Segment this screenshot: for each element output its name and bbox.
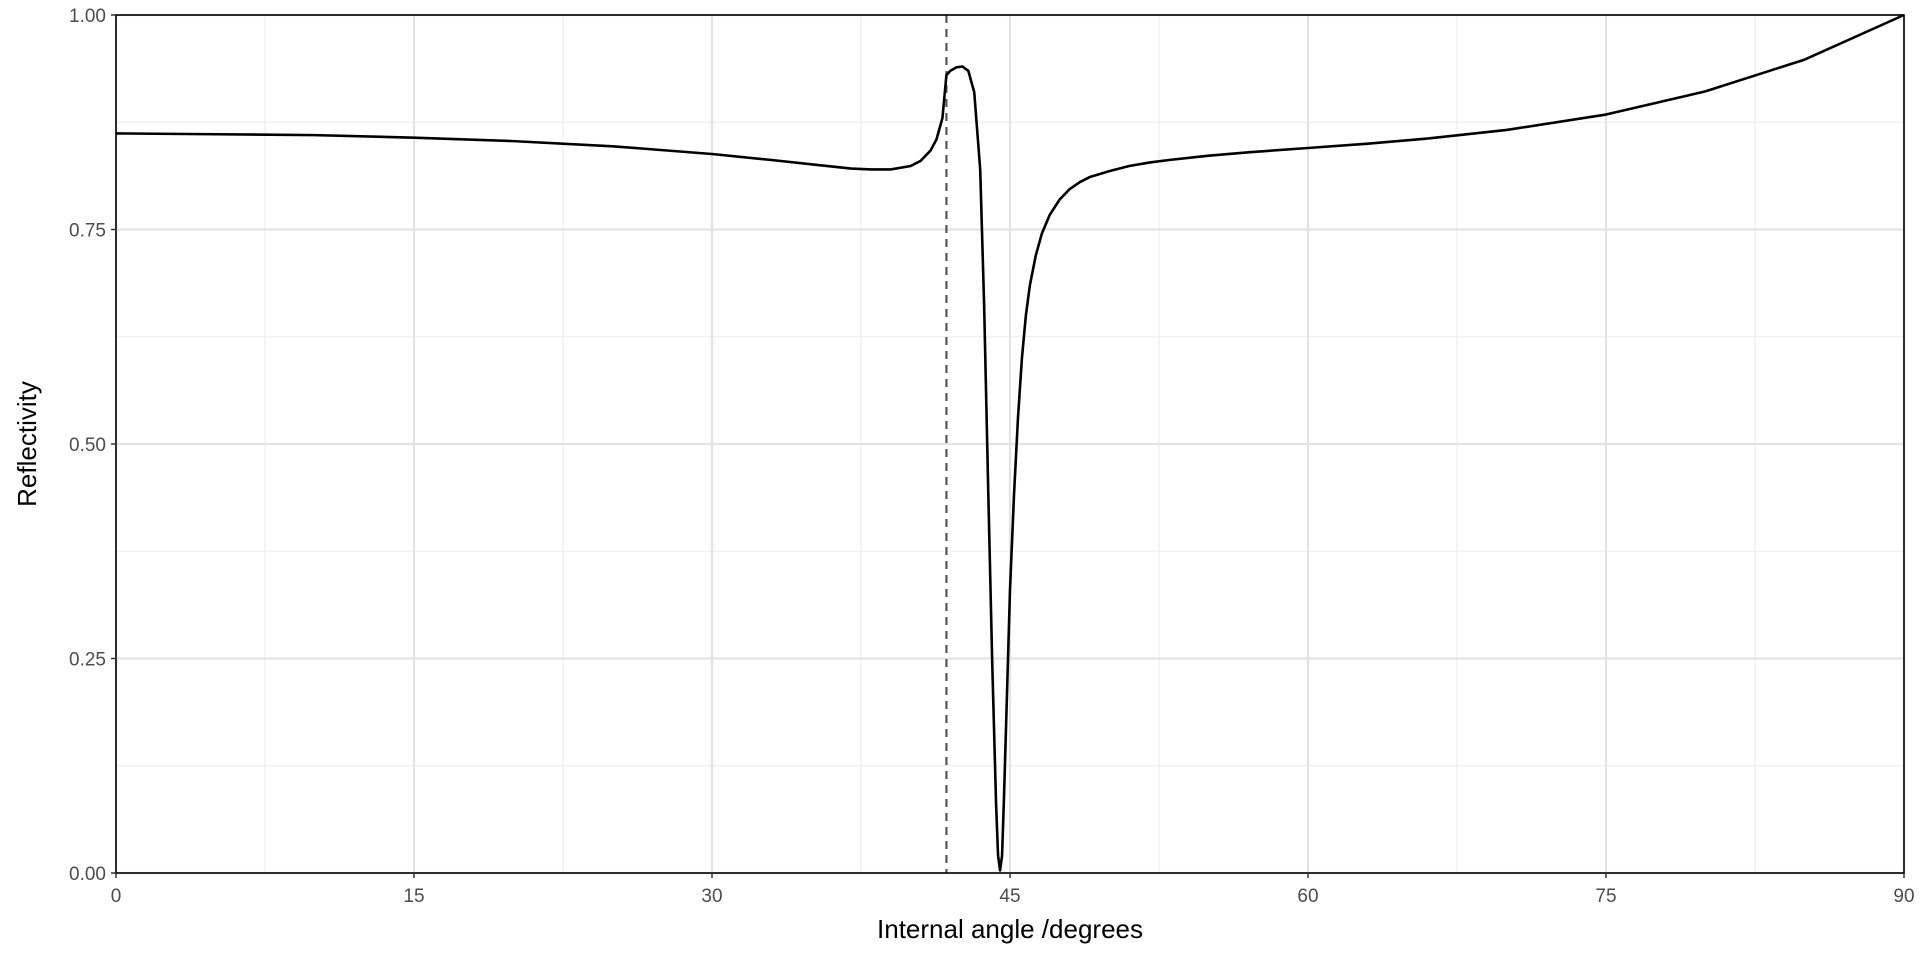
y-tick-label: 0.75 xyxy=(69,221,106,242)
x-tick-label: 90 xyxy=(1893,886,1914,907)
x-tick-label: 45 xyxy=(999,886,1020,907)
y-axis-title: Reflectivity xyxy=(12,381,42,507)
x-tick-label: 60 xyxy=(1297,886,1318,907)
reflectivity-series-line xyxy=(115,13,1905,872)
grid xyxy=(114,13,1906,875)
y-tick-label: 1.00 xyxy=(69,6,106,27)
x-tick-label: 75 xyxy=(1595,886,1616,907)
y-tick-label: 0.50 xyxy=(69,435,106,456)
y-axis-ticks: 0.00 0.25 0.50 0.75 1.00 xyxy=(69,6,116,885)
x-axis-ticks: 0 15 30 45 60 75 90 xyxy=(111,873,1915,907)
x-tick-label: 0 xyxy=(111,886,122,907)
x-tick-label: 30 xyxy=(701,886,722,907)
x-axis-title: Internal angle /degrees xyxy=(877,914,1143,944)
y-tick-label: 0.00 xyxy=(69,864,106,885)
x-tick-label: 15 xyxy=(403,886,424,907)
y-tick-label: 0.25 xyxy=(69,650,106,671)
